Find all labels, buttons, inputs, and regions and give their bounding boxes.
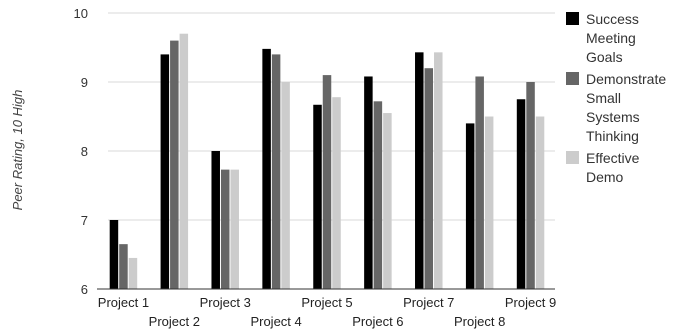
- legend-label: Goals: [586, 49, 623, 65]
- bar: [332, 97, 341, 290]
- x-category-label: Project 2: [149, 314, 200, 329]
- legend-label: Demonstrate: [586, 71, 666, 87]
- legend-label: Effective: [586, 150, 640, 166]
- y-tick-label: 6: [81, 282, 88, 297]
- bar: [364, 76, 373, 289]
- y-tick-label: 8: [81, 144, 88, 159]
- bar: [516, 99, 526, 289]
- legend-swatch: [566, 72, 579, 85]
- bar: [535, 116, 545, 289]
- x-category-label: Project 3: [200, 295, 251, 310]
- bar: [281, 82, 290, 289]
- x-category-label: Project 6: [352, 314, 403, 329]
- bar: [170, 40, 179, 289]
- x-category-label: Project 4: [250, 314, 301, 329]
- legend-swatch: [566, 151, 579, 164]
- bar: [271, 54, 281, 290]
- bar: [211, 151, 220, 289]
- bar: [160, 54, 170, 290]
- bar: [434, 52, 443, 289]
- bar: [119, 244, 128, 289]
- bar: [424, 68, 434, 289]
- legend-label: Thinking: [586, 128, 639, 144]
- legend-label: Demo: [586, 169, 624, 185]
- bar: [484, 116, 494, 289]
- x-category-label: Project 8: [454, 314, 505, 329]
- y-tick-label: 7: [81, 213, 88, 228]
- x-category-label: Project 7: [403, 295, 454, 310]
- bar: [179, 33, 189, 290]
- bars: [109, 33, 545, 290]
- legend-label: Small: [586, 90, 621, 106]
- bar: [220, 169, 230, 289]
- legend: Success Meeting Goals Demonstrate Small Syste…: [566, 11, 666, 185]
- legend-swatch: [566, 12, 579, 25]
- bar: [465, 123, 475, 290]
- bar: [526, 82, 535, 289]
- bar: [230, 169, 239, 289]
- x-category-label: Project 9: [505, 295, 556, 310]
- x-category-label: Project 1: [98, 295, 149, 310]
- bar: [383, 113, 392, 289]
- bar: [128, 257, 138, 289]
- y-axis-title: Peer Rating, 10 High: [10, 90, 25, 211]
- y-axis-ticks: 6 7 8 9 10: [74, 6, 88, 297]
- legend-label: Systems: [586, 109, 640, 125]
- bar: [262, 48, 271, 289]
- bar: [313, 104, 322, 290]
- legend-label: Success: [586, 11, 639, 27]
- bar: [373, 101, 383, 289]
- y-tick-label: 10: [74, 6, 88, 21]
- bar: [415, 52, 424, 289]
- y-tick-label: 9: [81, 75, 88, 90]
- x-category-label: Project 5: [301, 295, 352, 310]
- legend-label: Meeting: [586, 30, 636, 46]
- bar: [322, 75, 332, 289]
- bar: [475, 76, 484, 289]
- bar: [109, 220, 119, 289]
